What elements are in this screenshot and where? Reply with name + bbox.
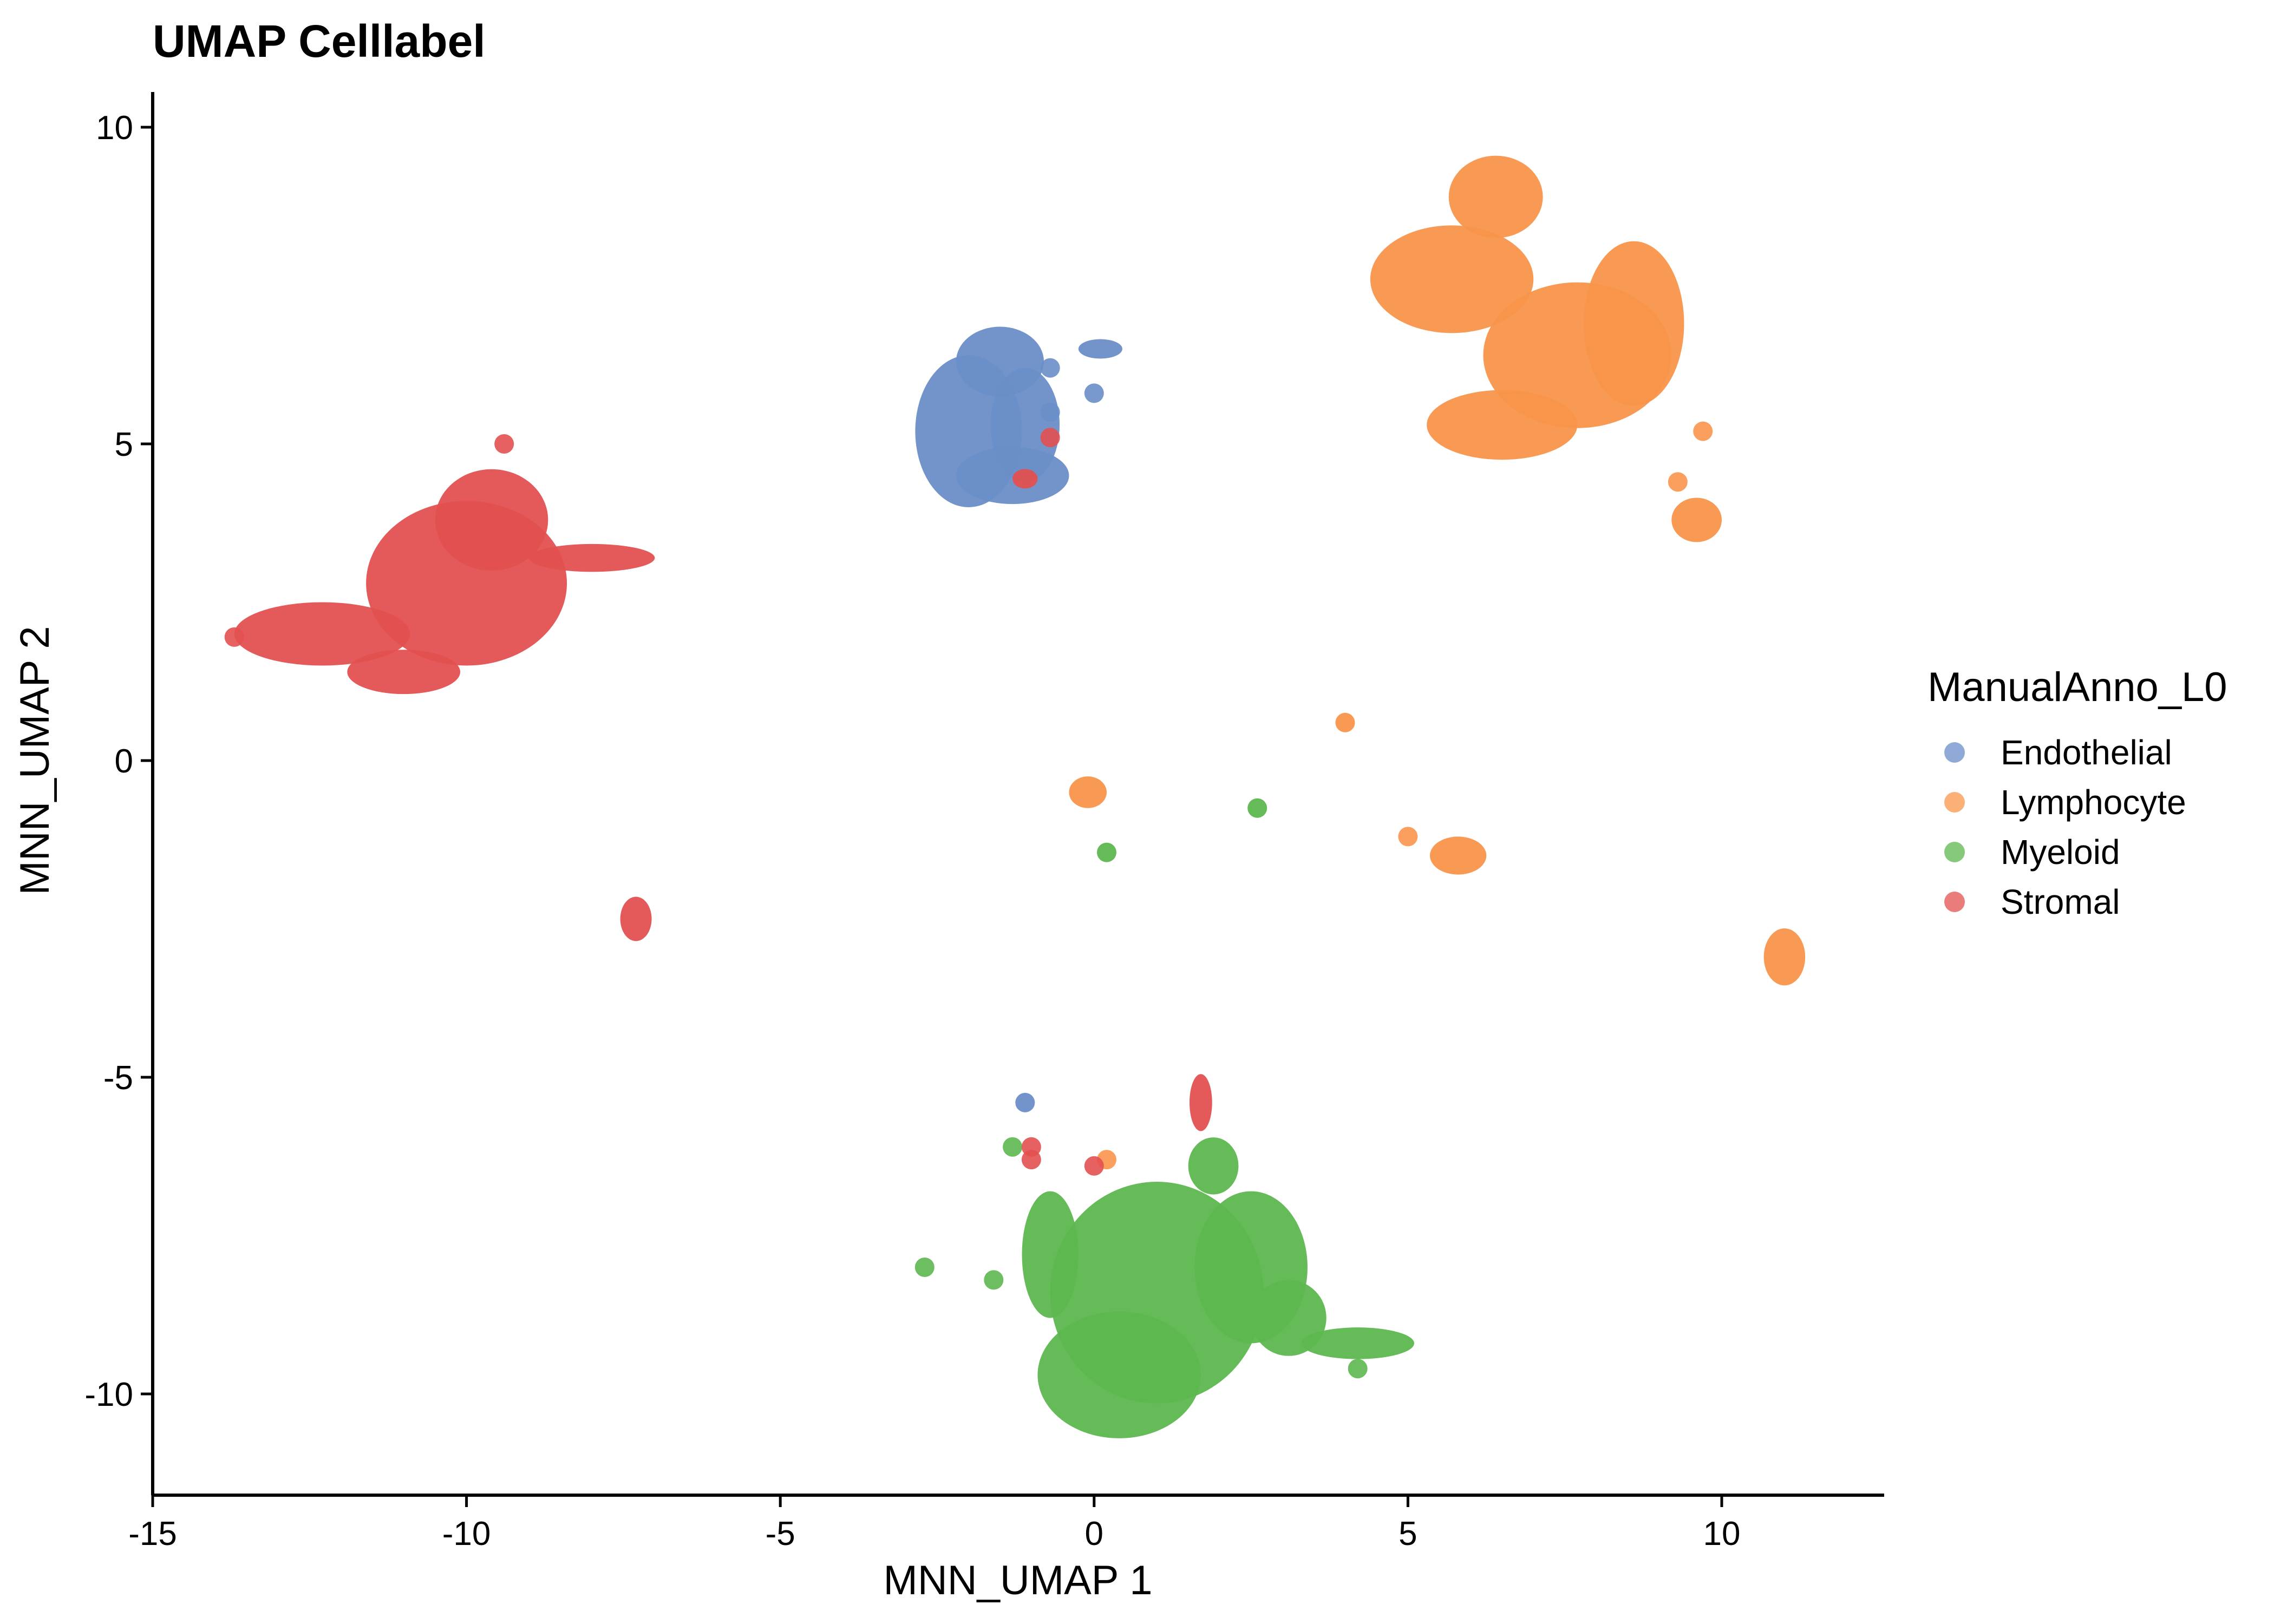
cluster-lymphocyte [1671, 497, 1722, 542]
cluster-lymphocyte [1429, 836, 1487, 875]
series-lymphocyte [1069, 155, 1806, 1170]
cluster-myeloid [1096, 842, 1116, 862]
cluster-lymphocyte [1335, 712, 1355, 732]
legend-label-myeloid: Myeloid [2001, 833, 2120, 872]
y-axis-ticks: -10 -5 0 5 10 [84, 109, 153, 1413]
cluster-endothelial [1078, 339, 1122, 359]
data-point [914, 1258, 935, 1277]
cluster-myeloid [1301, 1327, 1414, 1359]
y-axis-label: MNN_UMAP 2 [12, 626, 58, 895]
y-tick-label: 0 [115, 743, 133, 780]
data-point [1693, 421, 1713, 441]
data-point [1003, 1137, 1023, 1157]
cluster-stromal [1189, 1074, 1212, 1131]
cluster-lymphocyte [1069, 776, 1107, 808]
cluster-myeloid [1022, 1191, 1079, 1318]
cluster-lymphocyte [1763, 928, 1806, 986]
x-tick-label: 5 [1399, 1515, 1417, 1553]
cluster-stromal [347, 650, 461, 695]
data-point [1040, 402, 1060, 422]
x-tick-label: 10 [1703, 1515, 1741, 1553]
legend-key-endothelial [1944, 742, 1965, 763]
cluster-stromal [620, 896, 652, 941]
series-stromal [224, 428, 1212, 1176]
cluster-myeloid [1247, 798, 1267, 818]
plot-area [224, 155, 1806, 1438]
x-axis-label: MNN_UMAP 1 [884, 1557, 1153, 1603]
data-point [1084, 383, 1104, 403]
y-tick-label: -10 [84, 1376, 133, 1413]
x-tick-label: 0 [1085, 1515, 1103, 1553]
cluster-myeloid [1037, 1311, 1201, 1438]
cluster-lymphocyte [1370, 225, 1534, 333]
cluster-stromal [529, 543, 655, 572]
legend-key-lymphocyte [1944, 792, 1965, 813]
data-point [1348, 1359, 1368, 1379]
data-point [1668, 472, 1688, 492]
legend: ManualAnno_L0 Endothelial Lymphocyte Myelo… [1927, 664, 2227, 921]
legend-key-stromal [1944, 892, 1965, 912]
legend-label-endothelial: Endothelial [2001, 733, 2172, 772]
cluster-endothelial [1015, 1092, 1035, 1112]
data-point [224, 627, 244, 647]
x-tick-label: -10 [442, 1515, 491, 1553]
x-tick-label: -5 [766, 1515, 795, 1553]
cluster-lymphocyte [1583, 241, 1684, 406]
legend-title: ManualAnno_L0 [1927, 664, 2227, 710]
y-tick-label: 10 [96, 109, 133, 147]
cluster-endothelial [990, 368, 1060, 482]
legend-label-lymphocyte: Lymphocyte [2001, 783, 2186, 822]
x-axis-ticks: -15 -10 -5 0 5 10 [128, 1495, 1740, 1553]
data-point [494, 434, 514, 454]
cluster-lymphocyte [1448, 155, 1543, 238]
data-point [1040, 428, 1060, 448]
series-myeloid [914, 798, 1414, 1438]
cluster-stromal [435, 469, 548, 571]
cluster-myeloid [1188, 1137, 1239, 1195]
data-point [1021, 1150, 1041, 1170]
cluster-lymphocyte [1427, 390, 1578, 460]
y-tick-label: -5 [103, 1059, 133, 1097]
x-tick-label: -15 [128, 1515, 177, 1553]
data-point [984, 1270, 1004, 1290]
data-point [1084, 1156, 1104, 1176]
chart-title: UMAP Celllabel [153, 16, 486, 67]
legend-label-stromal: Stromal [2001, 882, 2120, 921]
y-tick-label: 5 [115, 426, 133, 463]
data-point [1040, 358, 1060, 378]
cluster-stromal [234, 602, 410, 666]
data-point [1398, 827, 1418, 847]
legend-key-myeloid [1944, 842, 1965, 862]
series-endothelial [915, 326, 1122, 1112]
cluster-stromal [1012, 469, 1038, 489]
